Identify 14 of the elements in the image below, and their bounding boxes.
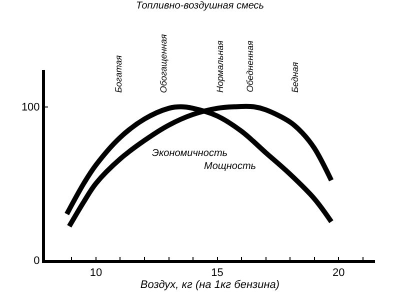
y-tick-label: 0 <box>34 254 40 267</box>
annotation: Бедная <box>290 62 300 93</box>
chart-title: Топливно-воздушная смесь <box>136 0 264 12</box>
annotation: Обедненная <box>244 40 255 92</box>
annotation: Богатая <box>113 55 124 93</box>
series-label: Мощность <box>204 161 256 172</box>
annotation: Нормальная <box>215 40 226 93</box>
x-tick-label: 15 <box>211 267 224 280</box>
annotation: Обогащенная <box>158 34 169 93</box>
x-tick-label: 20 <box>332 267 345 280</box>
series-label: Экономичность <box>152 148 228 159</box>
x-tick-label: 10 <box>90 267 102 280</box>
y-tick-label: 100 <box>21 102 40 114</box>
x-axis-title: Воздух, кг (на 1кг бензина) <box>140 279 280 292</box>
